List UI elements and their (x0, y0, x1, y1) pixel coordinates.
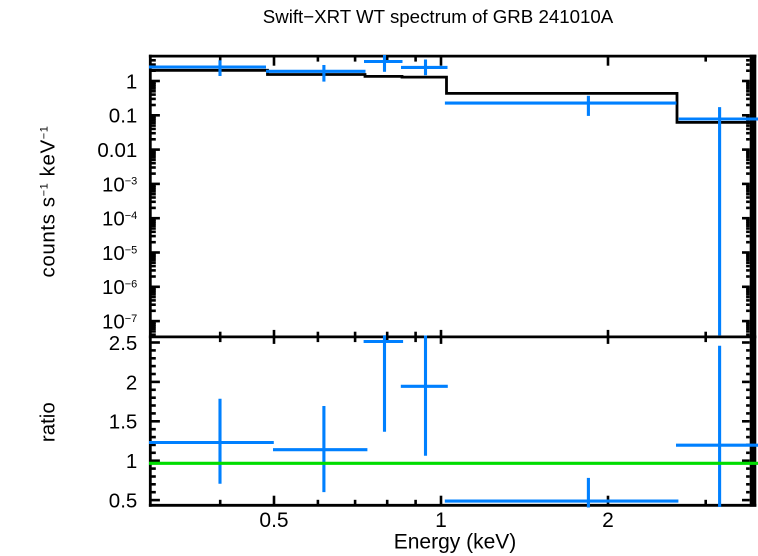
svg-text:1: 1 (435, 509, 447, 532)
svg-text:0.5: 0.5 (259, 509, 288, 532)
svg-text:2.5: 2.5 (109, 332, 138, 355)
svg-text:Energy (keV): Energy (keV) (394, 531, 517, 554)
svg-text:0.1: 0.1 (109, 105, 138, 128)
svg-text:0.5: 0.5 (109, 490, 138, 513)
svg-text:1.5: 1.5 (109, 411, 138, 434)
svg-text:ratio: ratio (36, 402, 59, 442)
svg-text:counts s−1 keV−1: counts s−1 keV−1 (36, 125, 59, 277)
svg-text:0.01: 0.01 (97, 139, 137, 162)
svg-text:1: 1 (126, 450, 137, 473)
svg-text:2: 2 (602, 509, 614, 532)
svg-text:2: 2 (126, 371, 137, 394)
svg-text:1: 1 (126, 70, 137, 93)
svg-text:Swift−XRT WT spectrum of GRB 2: Swift−XRT WT spectrum of GRB 241010A (263, 6, 614, 27)
